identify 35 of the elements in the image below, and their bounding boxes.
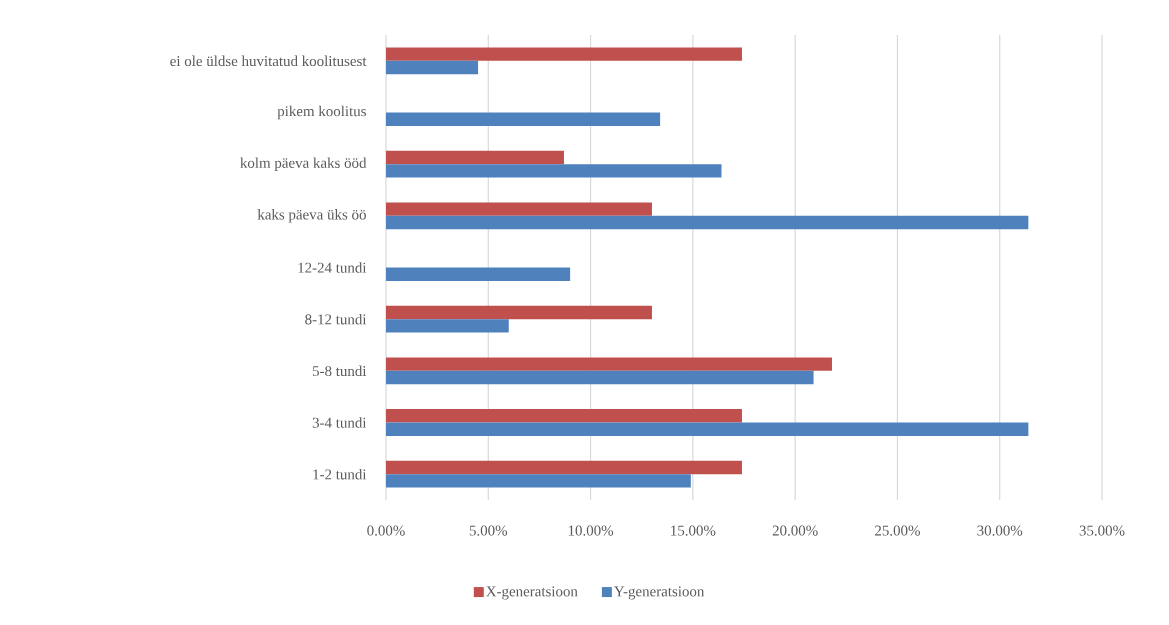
bar [386,357,832,371]
bar [386,47,742,61]
y-tick-label: 5-8 tundi [312,365,367,377]
y-tick-label: 12-24 tundi [298,262,367,273]
y-tick-label: 8-12 tundi [305,313,367,325]
legend-label: X-generatsioon [486,586,578,600]
legend-label: Y-generatsioon [614,586,705,600]
x-tick-label: 5.00% [469,525,508,536]
x-tick-label: 35.00% [1079,525,1125,536]
bar [386,319,509,333]
x-tick-label: 15.00% [671,525,716,536]
bar [386,409,742,423]
y-tick-label: kaks päeva üks öö [257,209,366,223]
x-tick-label: 20.00% [772,525,818,536]
y-tick-label: 1-2 tundi [313,468,367,480]
x-tick-label: 25.00% [875,525,920,536]
y-tick-label: 3-4 tundi [312,417,367,428]
bar [386,460,742,475]
bar [386,305,652,320]
y-tick-label: pikem koolitus [277,105,366,120]
x-tick-label: 10.00% [568,525,614,536]
x-tick-label: 0.00% [367,525,405,536]
bar [386,370,814,385]
bar [386,164,722,178]
bar [386,267,571,281]
y-tick-label: kolm päeva kaks ööd [240,157,367,171]
x-tick-label: 30.00% [977,525,1023,536]
y-tick-label: ei ole üldse huvitatud koolitusest [170,55,367,67]
bar [386,150,564,165]
bar [386,202,652,216]
bar [386,215,1029,230]
bar [386,60,479,75]
bar [386,422,1029,436]
bar [386,474,691,488]
bar [386,112,661,126]
